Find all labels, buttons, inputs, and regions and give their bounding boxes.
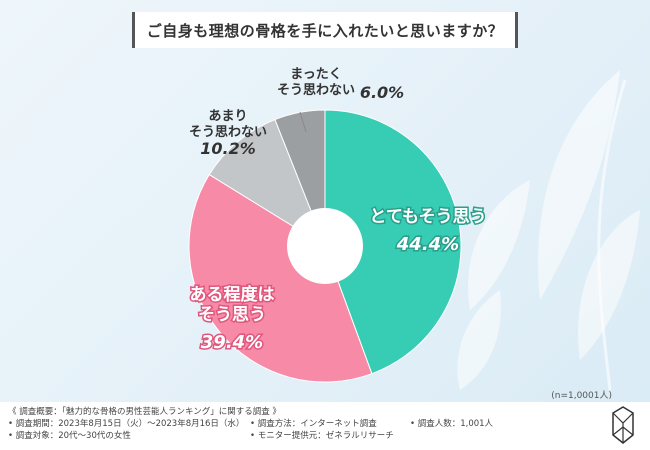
survey-provider: • モニター提供元：ゼネラルリサーチ [250,431,394,441]
survey-target: • 調査対象：20代～30代の女性 [8,431,131,441]
brand-logo-icon [612,406,634,444]
slice-label-1-line-1: そう思う [198,305,266,325]
slice-label-group-0: とてもそう思う 44.4% [368,206,488,257]
pie-slice-1 [188,173,373,383]
donut-hole [287,208,363,284]
survey-period: • 調査期間：2023年8月15日（火）～2023年8月16日（水） [8,419,245,429]
slice-percent-2: 10.2% [200,139,256,158]
slice-label-0-line-0: とてもそう思う [369,207,486,227]
slice-label-2-line-1: そう思わない [189,125,267,140]
leader-line-3 [299,111,307,133]
survey-footer: 《 調査概要：「魅力的な骨格の男性芸能人ランキング」に関する調査 》 • 調査期… [0,402,650,450]
survey-count: • 調査人数：1,001人 [410,419,494,429]
slice-label-1-line-0: ある程度は [190,284,275,305]
slice-label-3-line-1: そう思わない [277,83,355,98]
chart-title: ご自身も理想の骨格を手に入れたいと思いますか？ [132,12,518,48]
survey-method: • 調査方法：インターネット調査 [250,419,377,429]
survey-summary: 《 調査概要：「魅力的な骨格の男性芸能人ランキング」に関する調査 》 [8,407,281,417]
slice-percent-1: 39.4% [201,332,263,353]
slice-label-3-line-0: まったく [290,67,341,82]
sample-size-note: (n=1,0001人) [551,391,612,401]
slice-percent-0: 44.4% [396,234,459,255]
pie-slice-0 [324,109,462,375]
pie-slice-2 [208,118,327,248]
slice-label-2-line-0: あまり [208,109,247,124]
slice-percent-3: 6.0% [360,83,404,102]
leaf-decoration [457,70,640,390]
